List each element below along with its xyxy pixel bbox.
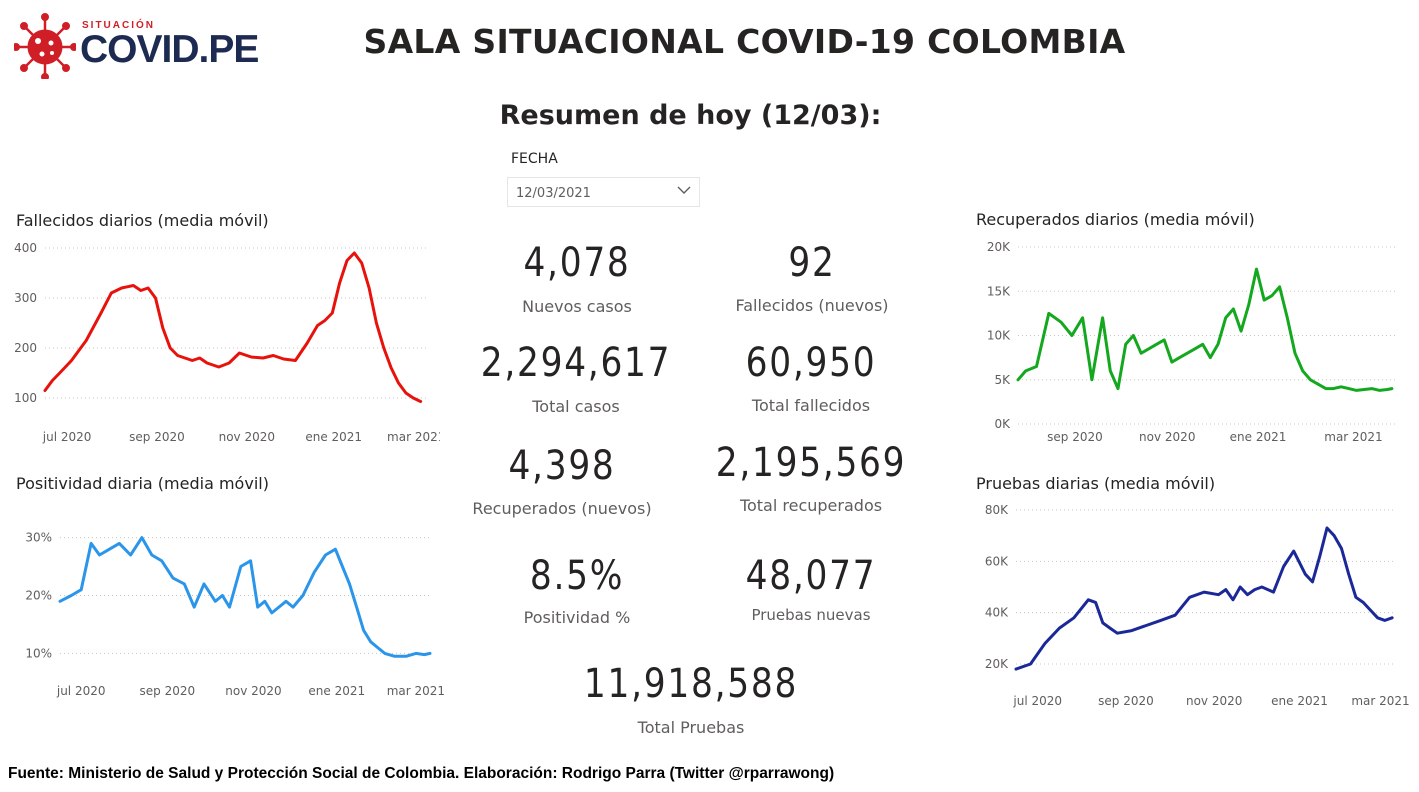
x-tick-label: nov 2020	[225, 684, 281, 698]
y-tick-label: 40K	[985, 606, 1009, 620]
kpi-total-casos-value: 2,294,617	[480, 340, 672, 386]
y-tick-label: 80K	[985, 503, 1009, 517]
chart-fallecidos: 100 200 300 400 jul 2020 sep 2020 nov 2020 ene …	[14, 241, 440, 444]
chart-title-recuperados: Recuperados diarios (media móvil)	[976, 210, 1255, 229]
y-tick-label: 100	[14, 391, 37, 405]
x-tick-label: nov 2020	[1186, 694, 1242, 708]
chart-title-pruebas: Pruebas diarias (media móvil)	[976, 474, 1216, 493]
kpi-pruebas-nuevas-label: Pruebas nuevas	[751, 606, 871, 624]
footer-source: Fuente: Ministerio de Salud y Protección…	[8, 765, 835, 782]
kpi-fallecidos-nuevos-label: Fallecidos (nuevos)	[735, 296, 889, 315]
y-tick-label: 60K	[985, 554, 1009, 568]
kpi-total-recuperados-value: 2,195,569	[715, 440, 907, 486]
kpi-total-fallecidos-label: Total fallecidos	[751, 396, 871, 415]
series-line-recuperados	[1016, 267, 1394, 392]
date-filter-label: FECHA	[511, 151, 558, 167]
kpi-positividad-label: Positividad %	[523, 608, 631, 627]
page-subtitle: Resumen de hoy (12/03):	[499, 100, 882, 131]
y-tick-label: 10%	[25, 646, 52, 660]
y-tick-label: 200	[14, 341, 37, 355]
y-tick-label: 20K	[985, 657, 1009, 671]
series-line-fallecidos	[43, 251, 423, 403]
kpi-nuevos-casos-label: Nuevos casos	[522, 297, 632, 316]
x-tick-label: sep 2020	[1098, 694, 1154, 708]
x-tick-label: mar 2021	[1351, 694, 1409, 708]
x-tick-label: jul 2020	[56, 684, 106, 698]
date-filter-value: 12/03/2021	[516, 186, 591, 201]
x-tick-label: ene 2021	[308, 684, 365, 698]
series-line-pruebas	[1014, 526, 1394, 671]
chart-recuperados: 0K 5K 10K 15K 20K sep 2020 nov 2020 ene 2021 mar…	[987, 240, 1395, 444]
kpi-total-casos-label: Total casos	[532, 397, 620, 416]
y-tick-label: 400	[14, 241, 37, 255]
chart-positividad: 10% 20% 30% jul 2020 sep 2020 nov 2020 ene 202…	[25, 531, 445, 698]
x-tick-label: nov 2020	[219, 430, 275, 444]
x-tick-label: ene 2021	[1271, 694, 1328, 708]
y-tick-label: 5K	[994, 373, 1011, 387]
y-tick-label: 30%	[25, 531, 52, 545]
kpi-fallecidos-nuevos-value: 92	[788, 240, 836, 286]
x-tick-label: mar 2021	[387, 684, 445, 698]
x-tick-label: nov 2020	[1139, 430, 1195, 444]
x-tick-label: sep 2020	[129, 430, 185, 444]
logo	[14, 9, 219, 81]
x-tick-label: sep 2020	[140, 684, 196, 698]
y-tick-label: 0K	[994, 417, 1011, 431]
kpi-total-pruebas-value: 11,918,588	[583, 661, 799, 707]
x-tick-label: sep 2020	[1047, 430, 1103, 444]
x-tick-label: jul 2020	[1012, 694, 1062, 708]
y-tick-label: 10K	[987, 329, 1011, 343]
x-tick-label: ene 2021	[1230, 430, 1287, 444]
x-tick-label: mar 2021	[1324, 430, 1382, 444]
y-tick-label: 300	[14, 291, 37, 305]
kpi-total-fallecidos-value: 60,950	[745, 340, 877, 386]
chart-pruebas: 20K 40K 60K 80K jul 2020 sep 2020 nov 2020 ene …	[985, 503, 1410, 708]
chevron-down-icon[interactable]	[675, 181, 693, 199]
chart-title-fallecidos: Fallecidos diarios (media móvil)	[16, 211, 269, 230]
kpi-recuperados-nuevos-label: Recuperados (nuevos)	[472, 499, 652, 518]
kpi-positividad-value: 8.5%	[529, 553, 625, 599]
x-tick-label: mar 2021	[387, 430, 440, 444]
chart-title-positividad: Positividad diaria (media móvil)	[16, 474, 269, 493]
x-tick-label: jul 2020	[42, 430, 92, 444]
x-tick-label: ene 2021	[305, 430, 362, 444]
y-tick-label: 20K	[987, 240, 1011, 254]
kpi-total-pruebas-label: Total Pruebas	[637, 718, 745, 737]
logo-small-text: SITUACIÓN	[82, 20, 155, 31]
kpi-nuevos-casos-value: 4,078	[523, 240, 631, 286]
page-title: SALA SITUACIONAL COVID-19 COLOMBIA	[363, 22, 1126, 61]
y-tick-label: 20%	[25, 589, 52, 603]
date-filter-dropdown[interactable]: 12/03/2021	[507, 177, 700, 207]
virus-logo-icon	[14, 13, 76, 79]
kpi-recuperados-nuevos-value: 4,398	[508, 443, 616, 489]
series-line-positividad	[58, 536, 432, 658]
logo-big-text: COVID.PE	[80, 28, 259, 71]
y-tick-label: 15K	[987, 284, 1011, 298]
kpi-total-recuperados-label: Total recuperados	[739, 496, 883, 515]
kpi-pruebas-nuevas-value: 48,077	[745, 553, 877, 599]
